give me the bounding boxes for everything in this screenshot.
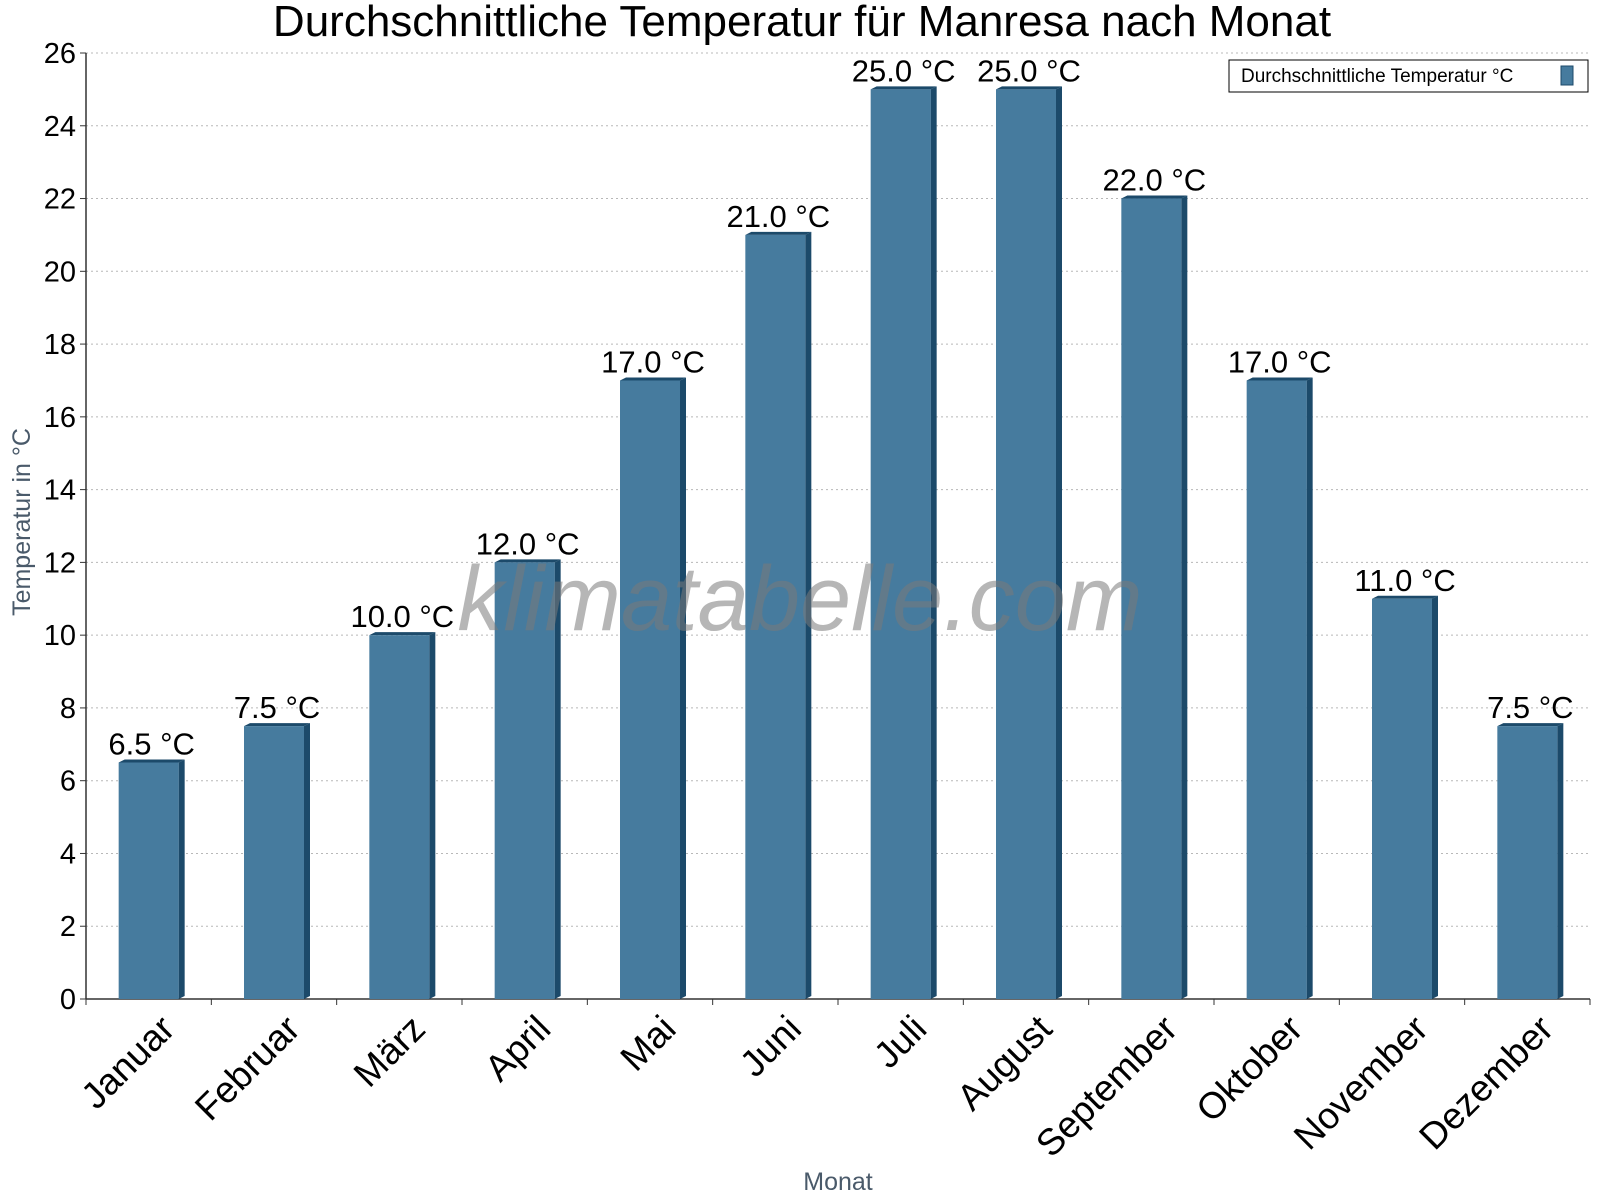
y-tick-label: 14 <box>44 475 76 507</box>
bar-front <box>620 380 680 999</box>
x-tick-label: August <box>949 1007 1060 1118</box>
bar-top <box>1121 195 1188 199</box>
bar <box>1246 377 1313 999</box>
y-tick-label: 6 <box>60 766 76 798</box>
y-axis-title: Temperatur in °C <box>8 428 36 616</box>
data-label: 22.0 °C <box>1102 163 1206 198</box>
axes <box>80 52 1591 1005</box>
x-tick-label: Juli <box>866 1008 934 1076</box>
bar-front <box>996 89 1056 999</box>
x-tick-label: Januar <box>73 1008 182 1117</box>
bar-front <box>870 89 931 999</box>
data-labels: 6.5 °C 7.5 °C 10.0 °C 12.0 °C 17.0 °C 21.0 °C… <box>108 53 1573 761</box>
data-label: 21.0 °C <box>726 199 830 234</box>
data-label: 7.5 °C <box>234 690 321 725</box>
y-tick-label: 10 <box>44 620 76 652</box>
data-label: 7.5 °C <box>1487 690 1574 725</box>
bar <box>620 377 686 999</box>
legend-swatch <box>1560 65 1574 86</box>
bar-side <box>554 559 561 999</box>
data-label: 11.0 °C <box>1354 563 1455 598</box>
x-tick-label: Mai <box>613 1008 684 1079</box>
bar-top <box>369 632 436 636</box>
y-tick-label: 2 <box>60 911 76 943</box>
bar-top <box>118 759 185 763</box>
bar-front <box>494 562 555 999</box>
bar-front <box>745 234 806 999</box>
x-tick-label: April <box>477 1008 558 1089</box>
bar <box>494 559 561 999</box>
bar-top <box>244 723 310 727</box>
y-tick-label: 22 <box>44 184 76 216</box>
bar-side <box>805 231 812 999</box>
x-tick-label: Juni <box>732 1008 809 1085</box>
bar-front <box>1246 380 1307 999</box>
bar <box>745 231 812 999</box>
y-tick-label: 26 <box>44 38 76 70</box>
bar-top <box>620 377 686 381</box>
bar-side <box>1306 377 1313 999</box>
y-tick-label: 8 <box>60 693 76 725</box>
data-label: 17.0 °C <box>1228 344 1332 379</box>
x-tick-label: November <box>1286 1008 1436 1158</box>
bar <box>369 632 436 999</box>
bar-front <box>369 635 430 999</box>
data-label: 25.0 °C <box>852 53 956 88</box>
x-tick-label: Februar <box>187 1008 308 1129</box>
bar-front <box>1121 198 1182 1000</box>
legend: Durchschnittliche Temperatur °C <box>1228 59 1589 93</box>
bar-top <box>1372 595 1438 599</box>
bar <box>996 86 1062 999</box>
y-tick-label: 16 <box>44 402 76 434</box>
grid <box>86 52 1590 1000</box>
bar-side <box>1557 723 1564 999</box>
data-label: 12.0 °C <box>476 526 580 561</box>
bar-top <box>1246 377 1313 381</box>
bar-top <box>494 559 561 563</box>
y-tick-label: 18 <box>44 329 76 361</box>
y-tick-label: 20 <box>44 256 76 288</box>
bar-front <box>244 726 304 999</box>
bar <box>1372 595 1438 999</box>
bar-side <box>1432 595 1438 999</box>
bar-side <box>429 632 436 999</box>
bar-top <box>996 86 1062 90</box>
bar-front <box>1497 726 1558 999</box>
bar <box>244 723 310 999</box>
x-tick-label: Dezember <box>1411 1008 1561 1158</box>
bar <box>870 86 937 999</box>
chart-title: Durchschnittliche Temperatur für Manresa… <box>273 0 1331 46</box>
data-label: 25.0 °C <box>977 53 1081 88</box>
bar-top <box>1497 723 1564 727</box>
bar-side <box>304 723 310 999</box>
bars <box>118 86 1564 1000</box>
bar-front <box>1372 598 1432 999</box>
data-label: 10.0 °C <box>350 599 454 634</box>
x-tick-label: März <box>346 1008 433 1095</box>
legend-label: Durchschnittliche Temperatur °C <box>1241 66 1513 87</box>
bar-side <box>1181 195 1188 1000</box>
watermark: klimatabelle.com <box>457 548 1142 650</box>
data-label: 17.0 °C <box>601 344 705 379</box>
bar <box>1121 195 1188 1000</box>
bar <box>118 759 185 999</box>
data-label: 6.5 °C <box>108 727 195 762</box>
bar-top <box>745 231 812 235</box>
bar-side <box>178 759 185 999</box>
bar-side <box>1056 86 1062 999</box>
bar-side <box>680 377 686 999</box>
y-tick-label: 12 <box>44 547 76 579</box>
x-axis-title: Monat <box>803 1168 873 1196</box>
y-tick-label: 0 <box>60 984 76 1016</box>
bar-top <box>870 86 937 90</box>
x-tick-label: Oktober <box>1188 1008 1310 1130</box>
legend-box <box>1228 59 1589 93</box>
bar <box>1497 723 1564 999</box>
y-tick-label: 24 <box>44 111 76 143</box>
bar-front <box>118 762 179 999</box>
y-tick-label: 4 <box>60 838 76 870</box>
bar-side <box>930 86 937 999</box>
